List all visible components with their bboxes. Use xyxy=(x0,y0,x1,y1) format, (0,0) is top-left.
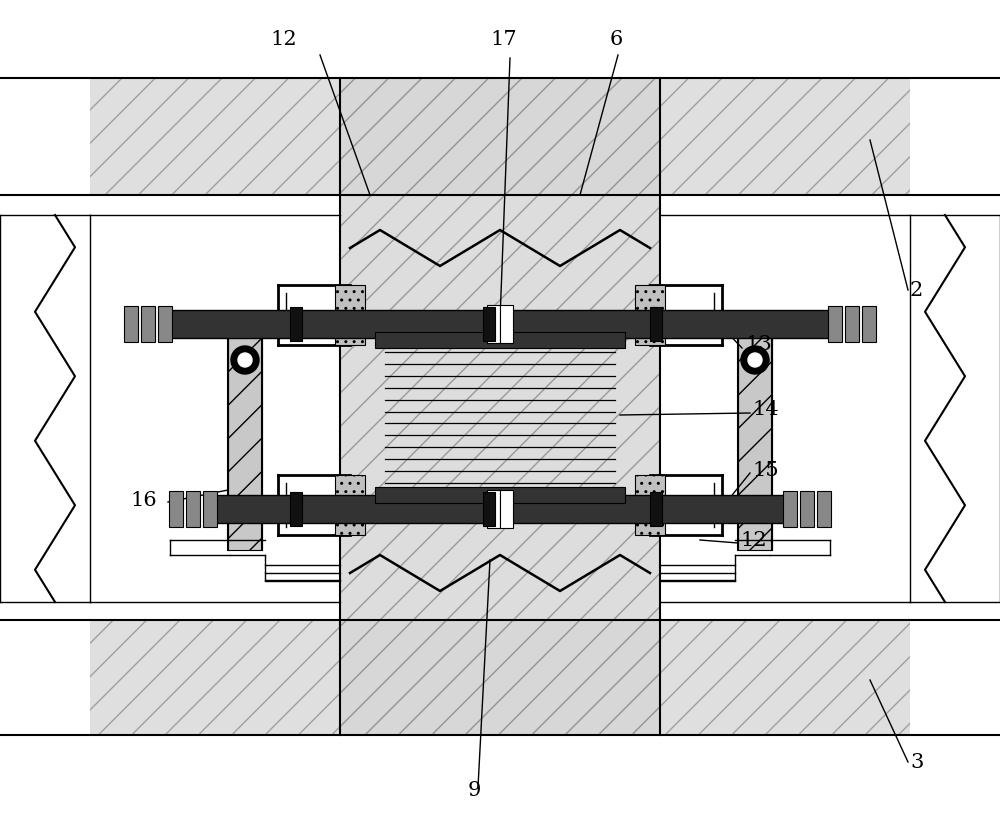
Bar xyxy=(483,492,495,526)
Bar xyxy=(828,306,842,342)
Bar xyxy=(290,492,302,526)
Text: 6: 6 xyxy=(610,30,623,49)
Bar xyxy=(0,620,90,735)
Text: 12: 12 xyxy=(740,530,767,549)
Bar xyxy=(650,307,662,341)
Bar xyxy=(487,490,500,528)
Bar xyxy=(910,620,1000,735)
Bar xyxy=(817,491,831,527)
Text: 15: 15 xyxy=(752,460,779,479)
Bar xyxy=(483,307,495,341)
Bar xyxy=(650,492,662,526)
Bar xyxy=(186,491,200,527)
Bar xyxy=(340,78,660,735)
Bar xyxy=(845,306,859,342)
Bar xyxy=(215,495,785,523)
Bar xyxy=(800,491,814,527)
Bar xyxy=(203,491,217,527)
Bar xyxy=(0,78,1000,195)
Bar xyxy=(141,306,155,342)
Bar xyxy=(375,332,625,348)
Circle shape xyxy=(238,353,252,367)
Bar xyxy=(335,475,365,535)
Bar xyxy=(500,305,513,343)
Circle shape xyxy=(748,353,762,367)
Bar xyxy=(158,306,172,342)
Bar xyxy=(635,475,665,535)
Bar xyxy=(335,285,365,345)
Text: 13: 13 xyxy=(745,335,772,354)
Circle shape xyxy=(231,346,259,374)
Text: 9: 9 xyxy=(468,781,481,800)
Text: 16: 16 xyxy=(130,491,157,510)
Bar xyxy=(738,335,772,550)
Text: 14: 14 xyxy=(752,400,779,419)
Text: 3: 3 xyxy=(910,752,923,772)
Bar xyxy=(783,491,797,527)
Bar xyxy=(375,487,625,503)
Bar xyxy=(500,490,513,528)
Bar xyxy=(0,620,1000,735)
Bar xyxy=(910,78,1000,195)
Bar xyxy=(487,305,500,343)
Bar xyxy=(0,78,90,195)
Bar xyxy=(228,335,262,550)
Bar xyxy=(124,306,138,342)
Text: 12: 12 xyxy=(270,30,297,49)
Bar xyxy=(862,306,876,342)
Bar xyxy=(170,310,830,338)
Bar xyxy=(635,285,665,345)
Circle shape xyxy=(741,346,769,374)
Bar xyxy=(169,491,183,527)
Text: 2: 2 xyxy=(910,280,923,299)
Text: 17: 17 xyxy=(490,30,517,49)
Bar xyxy=(290,307,302,341)
